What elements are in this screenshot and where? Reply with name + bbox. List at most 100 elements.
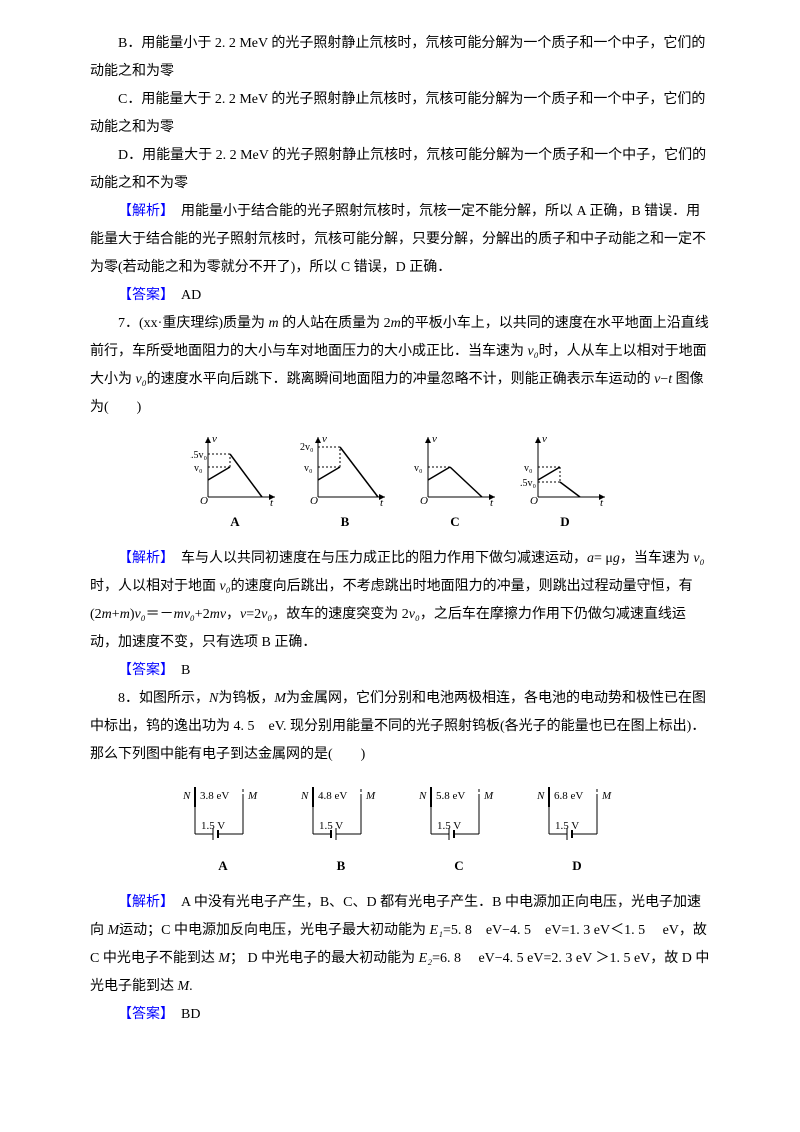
t: 时，人以相对于地面: [90, 579, 220, 594]
circuit-d-label: D: [572, 853, 581, 879]
var-e2: E₂: [419, 951, 432, 966]
svg-text:1.5 V: 1.5 V: [201, 820, 225, 832]
answer-label: 【答案】: [118, 663, 167, 678]
svg-text:O: O: [530, 495, 538, 507]
var-m: M: [274, 691, 286, 706]
var-g: g: [613, 551, 620, 566]
svg-text:1.5 V: 1.5 V: [555, 820, 579, 832]
svg-text:1.5v₀: 1.5v₀: [190, 450, 208, 461]
svg-text:t: t: [270, 497, 274, 507]
question-8: 8．如图所示，N为钨板，M为金属网，它们分别和电池两极相连，各电池的电动势和极性…: [90, 685, 710, 769]
answer-label: 【答案】: [118, 1007, 167, 1022]
var-n: N: [209, 691, 218, 706]
svg-text:t: t: [490, 497, 494, 507]
circuit-a: N M 3.8 eV 1.5 V A: [173, 779, 273, 879]
t: 运动；C 中电源加反向电压，光电子最大初动能为: [119, 923, 429, 938]
svg-text:M: M: [247, 790, 258, 802]
var-v0: v₀: [136, 372, 147, 387]
svg-text:v₀: v₀: [194, 463, 203, 474]
svg-text:v₀: v₀: [414, 463, 423, 474]
svg-text:M: M: [365, 790, 376, 802]
analysis-1: 【解析】 用能量小于结合能的光子照射氘核时，氘核一定不能分解，所以 A 正确，B…: [90, 198, 710, 282]
svg-text:v₀: v₀: [524, 463, 533, 474]
answer-3: 【答案】 BD: [90, 1001, 710, 1029]
svg-text:6.8 eV: 6.8 eV: [554, 790, 583, 802]
svg-text:1.5 V: 1.5 V: [319, 820, 343, 832]
question-7: 7．(xx·重庆理综)质量为 m 的人站在质量为 2m的平板小车上，以共同的速度…: [90, 310, 710, 422]
svg-text:t: t: [600, 497, 604, 507]
circuit-d: N M 6.8 eV 1.5 V D: [527, 779, 627, 879]
graph-d-svg: O v t v₀ 0.5v₀: [520, 432, 610, 507]
var-mv: mv: [210, 607, 226, 622]
graph-a: O v t 1.5v₀ v₀ A: [190, 432, 280, 535]
q8-t1: 8．如图所示，: [118, 691, 209, 706]
t: ＝－: [146, 607, 174, 622]
t: +: [112, 607, 120, 622]
graph-c: O v t v₀ C: [410, 432, 500, 535]
answer-label: 【答案】: [118, 288, 167, 303]
circuit-a-svg: N M 3.8 eV 1.5 V: [173, 779, 273, 851]
option-d: D．用能量大于 2. 2 MeV 的光子照射静止氘核时，氘核可能分解为一个质子和…: [90, 142, 710, 198]
svg-text:v₀: v₀: [304, 463, 313, 474]
circuit-b-svg: N M 4.8 eV 1.5 V: [291, 779, 391, 851]
svg-text:1.5 V: 1.5 V: [437, 820, 461, 832]
svg-text:0.5v₀: 0.5v₀: [520, 478, 537, 489]
q7-t5: 的速度水平向后跳下．跳离瞬间地面阻力的冲量忽略不计，则能正确表示车运动的: [147, 372, 655, 387]
graph-b-label: B: [341, 509, 350, 535]
svg-text:2v₀: 2v₀: [300, 442, 314, 453]
q7-t1: 7．(xx·重庆理综)质量为: [118, 316, 269, 331]
svg-text:4.8 eV: 4.8 eV: [318, 790, 347, 802]
option-b: B．用能量小于 2. 2 MeV 的光子照射静止氘核时，氘核可能分解为一个质子和…: [90, 30, 710, 86]
svg-text:v: v: [542, 433, 547, 445]
svg-text:O: O: [200, 495, 208, 507]
graph-c-label: C: [450, 509, 459, 535]
t: 车与人以共同初速度在与压力成正比的阻力作用下做匀减速运动，: [181, 551, 587, 566]
circuit-diagrams: N M 3.8 eV 1.5 V A N M 4.8 eV 1.5 V: [90, 779, 710, 879]
answer-text: BD: [181, 1007, 200, 1022]
graph-d: O v t v₀ 0.5v₀ D: [520, 432, 610, 535]
svg-text:v: v: [322, 433, 327, 445]
circuit-d-svg: N M 6.8 eV 1.5 V: [527, 779, 627, 851]
analysis-text: 用能量小于结合能的光子照射氘核时，氘核一定不能分解，所以 A 正确，B 错误．用…: [90, 204, 706, 275]
graph-c-svg: O v t v₀: [410, 432, 500, 507]
var-v0: v₀: [409, 607, 420, 622]
svg-text:5.8 eV: 5.8 eV: [436, 790, 465, 802]
t: =2: [246, 607, 261, 622]
answer-text: B: [181, 663, 190, 678]
analysis-2: 【解析】 车与人以共同初速度在与压力成正比的阻力作用下做匀减速运动，a= μg，…: [90, 545, 710, 657]
analysis-label: 【解析】: [118, 204, 167, 219]
analysis-label: 【解析】: [118, 551, 167, 566]
circuit-b: N M 4.8 eV 1.5 V B: [291, 779, 391, 879]
circuit-c-label: C: [454, 853, 463, 879]
var-v0: v₀: [528, 344, 539, 359]
t: ，故车的速度突变为 2: [272, 607, 409, 622]
t: ，: [226, 607, 240, 622]
svg-text:v: v: [432, 433, 437, 445]
svg-text:O: O: [420, 495, 428, 507]
t: .: [189, 979, 193, 994]
t: D 中光电子的最大初动能为: [244, 951, 419, 966]
t: +2: [195, 607, 210, 622]
graph-a-label: A: [230, 509, 239, 535]
circuit-b-label: B: [337, 853, 346, 879]
svg-text:O: O: [310, 495, 318, 507]
circuit-c-svg: N M 5.8 eV 1.5 V: [409, 779, 509, 851]
svg-text:N: N: [182, 790, 191, 802]
svg-text:t: t: [380, 497, 384, 507]
circuit-a-label: A: [218, 853, 227, 879]
answer-2: 【答案】 B: [90, 657, 710, 685]
analysis-3: 【解析】 A 中没有光电子产生，B、C、D 都有光电子产生．B 中电源加正向电压…: [90, 889, 710, 1001]
var-v0: v₀: [220, 579, 231, 594]
option-c: C．用能量大于 2. 2 MeV 的光子照射静止氘核时，氘核可能分解为一个质子和…: [90, 86, 710, 142]
var-m: M: [108, 923, 120, 938]
var-m: M: [178, 979, 190, 994]
answer-text: AD: [181, 288, 201, 303]
graph-a-svg: O v t 1.5v₀ v₀: [190, 432, 280, 507]
svg-text:N: N: [418, 790, 427, 802]
var-m: m: [102, 607, 112, 622]
svg-text:M: M: [601, 790, 612, 802]
vt-graphs: O v t 1.5v₀ v₀ A O v t 2v₀: [90, 432, 710, 535]
svg-text:3.8 eV: 3.8 eV: [200, 790, 229, 802]
t: ，当车速为: [620, 551, 694, 566]
q7-t2: 的人站在质量为 2: [279, 316, 391, 331]
